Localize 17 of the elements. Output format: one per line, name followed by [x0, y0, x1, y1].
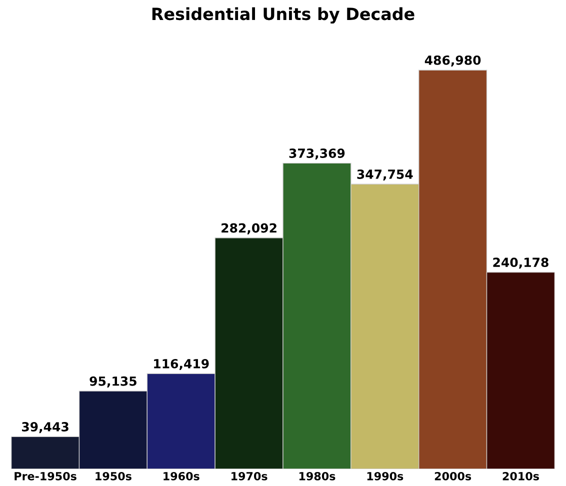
- data-label: 486,980: [424, 55, 481, 66]
- x-tick-label: 2000s: [434, 472, 472, 480]
- x-tick-label: 1990s: [367, 472, 404, 480]
- x-tick-label: 2010s: [502, 472, 539, 480]
- data-label: 347,754: [357, 169, 413, 181]
- x-tick-label: 1970s: [232, 472, 268, 480]
- data-label: 39,443: [22, 422, 68, 434]
- data-label: 116,419: [154, 358, 209, 370]
- x-tick-label: 1960s: [164, 472, 200, 480]
- data-label: 95,135: [90, 376, 136, 388]
- data-label: 240,178: [493, 258, 548, 269]
- chart-title: Residential Units by Decade: [152, 7, 414, 24]
- x-tick-label: 1980s: [299, 472, 336, 480]
- x-tick-label: 1950s: [96, 472, 132, 480]
- data-label: 373,369: [289, 148, 345, 160]
- x-tick-label: Pre-1950s: [14, 472, 76, 480]
- data-label: 282,092: [222, 223, 276, 234]
